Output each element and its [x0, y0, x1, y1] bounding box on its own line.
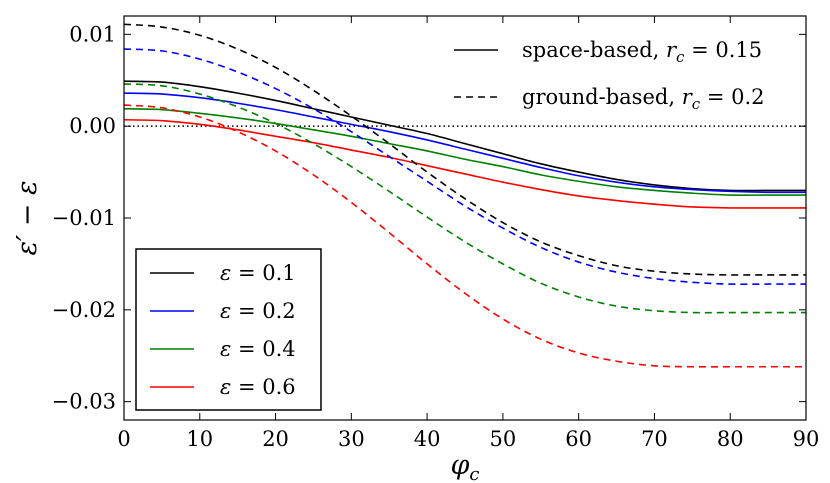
ticks-layer: 0 10 20 30 40 50 60 70 80 90 0.01 0.00 −0.01 −0.02 −0.… — [52, 16, 820, 451]
y-tick-label: −0.01 — [52, 206, 116, 230]
series-line-eps-06-space — [123, 118, 806, 209]
color-legend-label: ε = 0.4 — [220, 337, 296, 361]
style-legend-label: space-based, rc = 0.15 — [522, 38, 762, 66]
color-legend-label: ε = 0.6 — [220, 375, 296, 399]
x-tick-label: 70 — [641, 427, 668, 451]
y-tick-label: −0.03 — [52, 390, 116, 414]
x-tick-label: 10 — [186, 427, 213, 451]
x-tick-label: 90 — [793, 427, 820, 451]
y-tick-label: 0.00 — [69, 114, 116, 138]
series-line-eps-02-space — [123, 92, 807, 194]
x-tick-label: 30 — [338, 427, 365, 451]
color-legend-frame — [135, 248, 322, 411]
series-line-eps-06-ground — [123, 104, 806, 368]
x-tick-label: 80 — [717, 427, 744, 451]
x-tick-label: 50 — [490, 427, 517, 451]
style-legend: space-based, rc = 0.15 ground-based, rc =… — [454, 38, 764, 113]
style-legend-label: ground-based, rc = 0.2 — [522, 85, 764, 113]
color-legend: ε = 0.1 ε = 0.2 ε = 0.4 ε = 0.6 — [135, 248, 322, 411]
color-legend-label: ε = 0.1 — [220, 261, 296, 285]
x-tick-label: 60 — [565, 427, 592, 451]
x-tick-label: 0 — [117, 427, 130, 451]
series-layer — [123, 23, 807, 368]
plot-frame — [123, 15, 807, 421]
y-tick-label: −0.02 — [52, 298, 116, 322]
color-legend-label: ε = 0.2 — [220, 299, 296, 323]
series-line-eps-04-space — [123, 107, 806, 196]
y-tick-label: 0.01 — [69, 22, 116, 46]
x-tick-label: 40 — [414, 427, 441, 451]
x-axis-label: φc — [451, 450, 480, 483]
series-line-eps-01-ground — [123, 23, 806, 276]
y-axis-label: ε′ − ε — [12, 181, 43, 256]
series-line-eps-01-space — [123, 80, 806, 192]
x-tick-label: 20 — [262, 427, 289, 451]
